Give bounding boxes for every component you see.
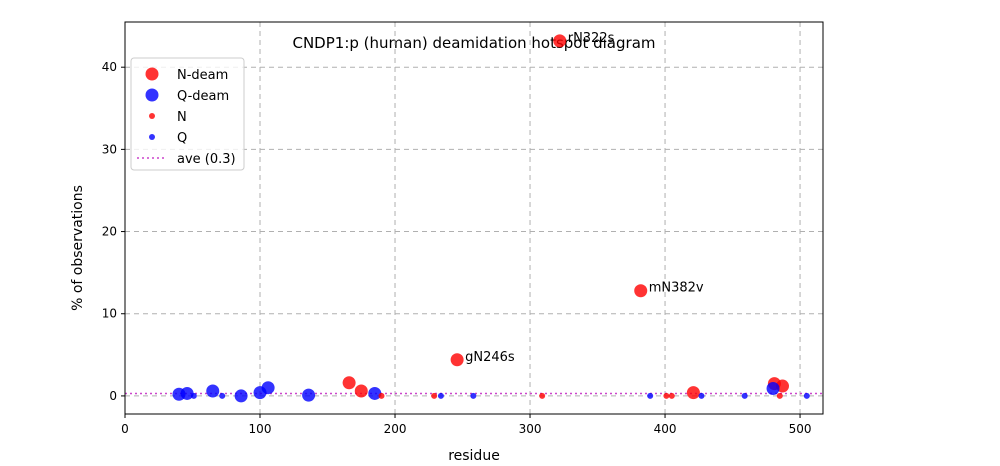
legend-label-n-deam: N-deam — [177, 68, 228, 83]
y-tick-label: 40 — [102, 60, 117, 74]
x-tick-label: 400 — [654, 422, 677, 436]
point-q — [803, 392, 810, 399]
point-q — [741, 392, 748, 399]
y-tick-label: 30 — [102, 142, 117, 156]
point-n — [431, 392, 438, 399]
x-axis-label: residue — [448, 448, 500, 464]
legend-marker-q-deam — [145, 88, 159, 102]
point-label: mN382v — [649, 281, 704, 296]
y-tick-label: 20 — [102, 225, 117, 239]
y-axis-label: % of observations — [70, 185, 86, 311]
point-labels: gN246s rN322s mN382v — [465, 31, 704, 365]
point-n-deam — [342, 376, 356, 390]
point-q-deam — [368, 386, 382, 400]
x-axis-ticks: 0 100 200 300 400 500 — [121, 414, 812, 436]
plot-frame — [124, 21, 824, 415]
point-n — [663, 392, 670, 399]
legend-box — [130, 57, 245, 171]
point-q — [470, 392, 477, 399]
point-label: gN246s — [465, 350, 515, 365]
point-n-deam — [450, 353, 464, 367]
legend-label-average: ave (0.3) — [177, 152, 236, 167]
point-q-deam — [206, 384, 220, 398]
legend-label-n: N — [177, 110, 187, 125]
point-q-deam — [766, 382, 780, 396]
data-points — [172, 34, 810, 403]
point-n — [668, 392, 675, 399]
legend-label-q-deam: Q-deam — [177, 89, 229, 104]
x-tick-label: 500 — [789, 422, 812, 436]
grid — [125, 22, 823, 414]
y-axis-ticks: 0 10 20 30 40 — [102, 60, 125, 403]
y-tick-label: 10 — [102, 307, 117, 321]
point-n-deam — [354, 384, 368, 398]
point-n — [378, 392, 385, 399]
x-tick-label: 200 — [384, 422, 407, 436]
x-tick-label: 300 — [519, 422, 542, 436]
point-n — [539, 392, 546, 399]
point-label: rN322s — [568, 31, 615, 46]
point-q-deam — [234, 389, 248, 403]
point-q — [437, 392, 444, 399]
point-q — [190, 392, 197, 399]
point-q-deam — [261, 381, 275, 395]
point-q — [219, 392, 226, 399]
legend: N-deam Q-deam N Q ave (0.3) — [130, 57, 245, 171]
point-q-deam — [302, 388, 316, 402]
point-q — [698, 392, 705, 399]
legend-label-q: Q — [177, 131, 187, 146]
point-n-deam — [553, 34, 567, 48]
point-n-deam — [686, 386, 700, 400]
legend-marker-n — [149, 113, 155, 119]
point-q-deam — [180, 386, 194, 400]
y-tick-label: 0 — [109, 389, 117, 403]
legend-marker-n-deam — [145, 67, 159, 81]
point-n-deam — [634, 284, 648, 298]
x-tick-label: 100 — [249, 422, 272, 436]
point-n — [776, 392, 783, 399]
x-tick-label: 0 — [121, 422, 129, 436]
point-q — [647, 392, 654, 399]
legend-marker-q — [149, 134, 155, 140]
